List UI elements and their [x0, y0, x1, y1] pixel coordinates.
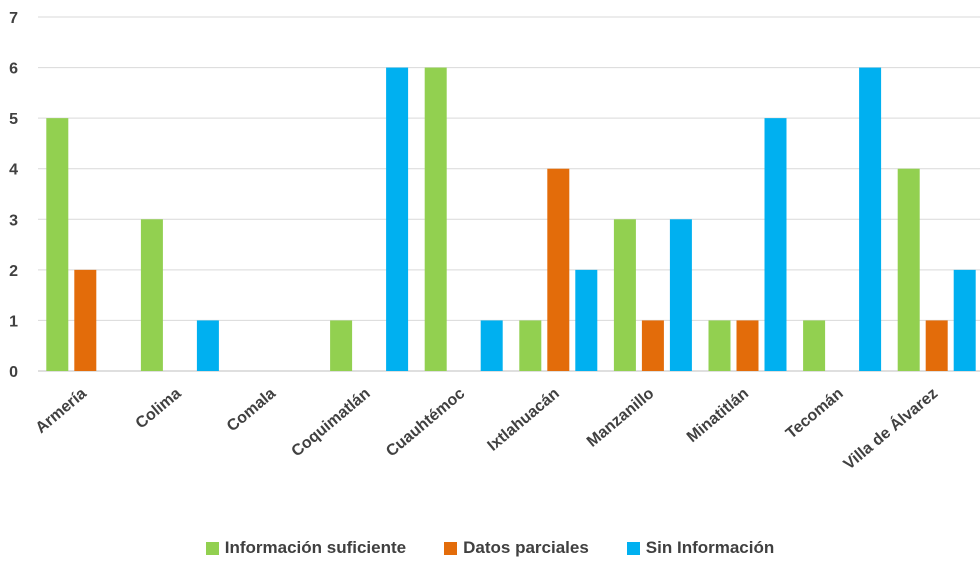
legend-item-sin-informacion: Sin Información — [626, 538, 775, 558]
x-tick-label: Armería — [33, 385, 90, 437]
bar — [196, 320, 219, 371]
y-tick-label: 4 — [9, 162, 18, 179]
bar — [803, 320, 826, 371]
bar — [708, 320, 731, 371]
x-tick-label: Colima — [133, 385, 185, 432]
bar-chart-svg: 0 1 2 3 4 5 6 7 Armería Colima Comala Coquimatlán Cu… — [9, 10, 980, 474]
y-tick-label: 2 — [9, 263, 18, 280]
x-tick-label: Villa de Álvarez — [839, 384, 941, 474]
y-tick-label: 7 — [9, 10, 18, 27]
x-tick-label: Coquimatlán — [289, 385, 374, 460]
x-tick-label: Comala — [224, 385, 279, 435]
bar — [925, 320, 948, 371]
legend: Información suficiente Datos parciales S… — [0, 538, 980, 558]
legend-item-informacion-suficiente: Información suficiente — [205, 538, 407, 558]
x-tick-label: Manzanillo — [584, 385, 658, 451]
bar — [736, 320, 759, 371]
y-tick-label: 3 — [9, 212, 18, 229]
bar — [386, 67, 409, 372]
legend-swatch — [626, 541, 640, 555]
bar — [547, 168, 570, 371]
legend-label: Datos parciales — [463, 538, 589, 557]
bar — [764, 118, 787, 372]
bar — [519, 320, 542, 371]
y-tick-label: 1 — [9, 313, 18, 330]
x-tick-label: Ixtlahuacán — [485, 385, 563, 455]
bar — [480, 320, 503, 371]
legend-item-datos-parciales: Datos parciales — [444, 538, 589, 558]
bar — [641, 320, 664, 371]
legend-label: Sin Información — [645, 538, 775, 557]
bar — [330, 320, 353, 371]
bar — [46, 118, 69, 372]
x-tick-label: Minatitlán — [684, 385, 752, 446]
x-tick-label: Cuauhtémoc — [383, 385, 468, 460]
bar — [613, 219, 636, 371]
legend-swatch — [205, 541, 219, 555]
legend-label: Información suficiente — [224, 538, 407, 557]
bar — [424, 67, 447, 372]
x-tick-label: Tecomán — [783, 385, 847, 442]
y-tick-label: 5 — [9, 111, 18, 128]
y-tick-label: 0 — [9, 364, 18, 381]
bar — [897, 168, 920, 371]
bar — [669, 219, 692, 371]
bar — [74, 269, 97, 371]
legend-swatch — [444, 541, 458, 555]
y-tick-label: 6 — [9, 61, 18, 78]
bar — [140, 219, 163, 371]
bar — [859, 67, 882, 372]
bar — [953, 269, 976, 371]
bar — [575, 269, 598, 371]
